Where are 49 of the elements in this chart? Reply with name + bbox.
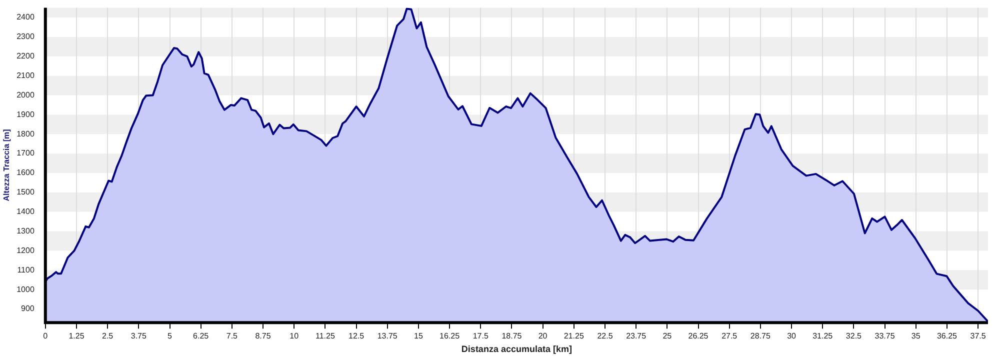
x-tick-label: 21.25 <box>564 332 584 341</box>
x-tick-label: 32.5 <box>846 332 862 341</box>
y-tick-label: 2000 <box>16 90 35 100</box>
x-tick-label: 3.75 <box>130 332 147 341</box>
x-tick-label: 1.25 <box>68 332 85 341</box>
y-tick-label: 2300 <box>16 32 35 42</box>
x-tick-label: 28.75 <box>750 332 771 341</box>
y-tick-label: 1100 <box>17 265 35 274</box>
y-tick-label: 2400 <box>16 12 35 22</box>
y-tick-label: 900 <box>21 304 35 314</box>
x-tick-label: 15 <box>414 332 424 341</box>
x-tick-label: 13.75 <box>377 332 398 341</box>
x-tick-label: 12.5 <box>348 332 365 341</box>
x-tick-label: 25 <box>662 332 672 341</box>
x-tick-label: 31.25 <box>812 332 834 341</box>
x-tick-label: 23.75 <box>626 332 647 341</box>
x-tick-label: 7.5 <box>226 332 238 341</box>
y-tick-label: 1200 <box>16 246 35 255</box>
x-tick-label: 11.25 <box>315 332 336 341</box>
x-tick-label: 8.75 <box>255 332 272 341</box>
y-axis-title: Altezza Traccia [m] <box>2 128 12 202</box>
y-tick-label: 1900 <box>16 110 35 119</box>
x-tick-label: 2.5 <box>102 332 114 341</box>
y-tick-label: 1800 <box>16 129 35 138</box>
y-tick-label: 2100 <box>16 71 35 80</box>
x-tick-label: 30 <box>787 332 797 341</box>
x-tick-label: 33.75 <box>874 332 896 341</box>
y-tick-label: 1700 <box>16 148 35 158</box>
x-tick-label: 37.5 <box>970 332 986 341</box>
x-tick-label: 18.75 <box>502 332 522 341</box>
y-tick-label: 1400 <box>16 207 35 216</box>
y-tick-label: 1300 <box>16 226 35 236</box>
x-tick-label: 26.25 <box>688 332 709 341</box>
x-axis-title: Distanza accumulata [km] <box>461 344 572 354</box>
x-tick-label: 5 <box>168 332 173 341</box>
y-tick-label: 1000 <box>16 284 35 294</box>
x-tick-label: 10 <box>290 332 300 341</box>
x-tick-label: 22.5 <box>597 332 614 341</box>
x-tick-label: 16.25 <box>440 332 460 341</box>
x-tick-label: 36.25 <box>936 332 958 341</box>
x-tick-label: 17.5 <box>472 332 489 341</box>
x-tick-label: 20 <box>538 332 548 341</box>
x-tick-label: 35 <box>911 332 921 341</box>
y-tick-label: 2200 <box>16 52 35 61</box>
x-tick-label: 6.25 <box>193 332 210 341</box>
y-tick-label: 1500 <box>16 188 35 197</box>
y-tick-label: 1600 <box>16 168 35 178</box>
x-tick-label: 0 <box>43 332 48 341</box>
x-tick-label: 27.5 <box>722 332 738 341</box>
